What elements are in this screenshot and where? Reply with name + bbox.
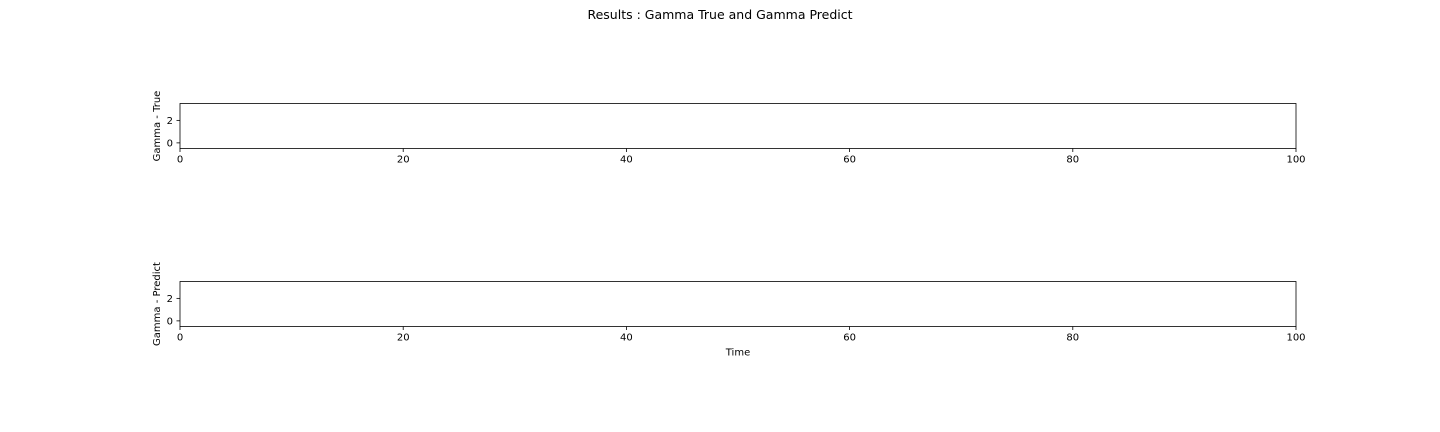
- chart-gamma-predict: 0 20 40 60 80 100 0 2 Gamma - Predict Time: [152, 262, 1306, 359]
- y-axis-label: Gamma - Predict: [152, 262, 163, 346]
- x-tick-label: 0: [177, 155, 183, 166]
- figure-title: Results : Gamma True and Gamma Predict: [587, 7, 852, 22]
- y-tick-label: 0: [167, 138, 173, 149]
- x-tick-label: 20: [397, 333, 410, 344]
- x-tick-label: 80: [1066, 155, 1079, 166]
- x-tick-label: 60: [843, 333, 856, 344]
- x-tick-label: 100: [1286, 155, 1305, 166]
- plot-area: [180, 281, 1296, 327]
- x-axis-label: Time: [725, 348, 750, 359]
- y-axis-label: Gamma - True: [152, 91, 163, 162]
- x-tick-label: 40: [620, 333, 633, 344]
- y-tick-label: 2: [167, 116, 173, 127]
- x-tick-label: 0: [177, 333, 183, 344]
- y-tick-label: 2: [167, 294, 173, 305]
- chart-gamma-true: 0 20 40 60 80 100 0 2 Gamma - True: [152, 91, 1306, 166]
- x-tick-label: 40: [620, 155, 633, 166]
- x-tick-label: 20: [397, 155, 410, 166]
- x-tick-label: 60: [843, 155, 856, 166]
- x-tick-label: 100: [1286, 333, 1305, 344]
- plot-frame: [179, 281, 1297, 327]
- x-tick-label: 80: [1066, 333, 1079, 344]
- y-tick-label: 0: [167, 316, 173, 327]
- plot-frame: [179, 103, 1297, 149]
- plot-area: [180, 103, 1296, 149]
